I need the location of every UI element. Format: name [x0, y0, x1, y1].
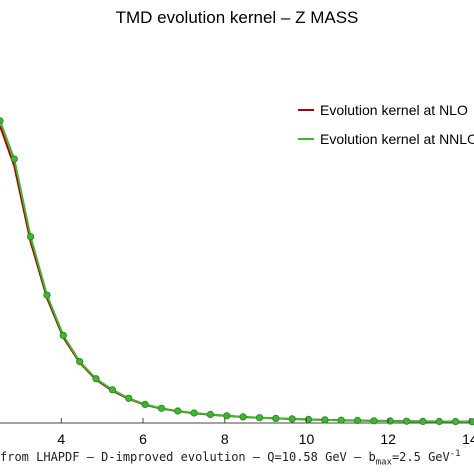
x-axis-caption: from LHAPDF – D-improved evolution – Q=1…: [0, 449, 474, 467]
data-point-nnlo: [174, 407, 182, 415]
caption-superscript: -1: [449, 449, 461, 459]
data-point-nnlo: [125, 394, 133, 402]
data-point-nnlo: [92, 375, 100, 383]
caption-middle: =2.5 GeV: [391, 450, 450, 464]
x-tick-label: 12: [380, 431, 396, 447]
data-point-nnlo: [288, 415, 296, 423]
x-tick-label: 10: [299, 431, 315, 447]
data-point-nnlo: [0, 117, 4, 125]
data-point-nnlo: [353, 416, 362, 425]
series-line-nlo: [0, 125, 473, 423]
caption-subscript: max: [375, 457, 392, 468]
data-point-nnlo: [321, 416, 329, 424]
x-tick-label: 6: [139, 431, 147, 447]
x-tick-label: 8: [221, 431, 229, 447]
data-point-nnlo: [43, 291, 51, 299]
legend-item-nnlo: Evolution kernel at NNLO: [298, 129, 474, 149]
data-point-nnlo: [10, 155, 18, 163]
data-point-nnlo: [59, 331, 67, 339]
caption-prefix: from LHAPDF – D-improved evolution – Q=1…: [0, 450, 376, 464]
data-point-nnlo: [141, 400, 149, 408]
data-point-nnlo: [272, 414, 280, 422]
data-point-nnlo: [419, 417, 427, 425]
data-point-nnlo: [370, 417, 378, 425]
legend-label-nlo: Evolution kernel at NLO: [320, 102, 468, 118]
data-point-nnlo: [206, 410, 214, 419]
x-tick-label: 14: [462, 431, 474, 447]
data-point-nnlo: [239, 413, 247, 421]
data-point-nnlo: [190, 409, 198, 417]
data-point-nnlo: [337, 416, 345, 424]
legend-swatch-nlo: [298, 109, 314, 111]
data-point-nnlo: [157, 404, 165, 412]
curves: [0, 117, 474, 426]
legend-swatch-nnlo: [298, 138, 314, 140]
data-point-nnlo: [435, 417, 443, 426]
series-line-nnlo: [0, 120, 473, 423]
data-point-nnlo: [26, 233, 35, 241]
legend-label-nnlo: Evolution kernel at NNLO: [320, 131, 474, 147]
x-ticks: 4 6 8 10 12 14: [57, 418, 474, 447]
data-point-nnlo: [255, 414, 264, 422]
chart-title: TMD evolution kernel – Z MASS: [115, 8, 359, 27]
legend-item-nlo: Evolution kernel at NLO: [298, 100, 468, 120]
data-point-nnlo: [223, 412, 231, 420]
x-tick-label: 4: [57, 431, 65, 447]
data-point-nnlo: [108, 386, 117, 394]
data-point-nnlo: [402, 417, 411, 425]
data-point-nnlo: [76, 357, 84, 366]
data-point-nnlo: [451, 417, 460, 426]
